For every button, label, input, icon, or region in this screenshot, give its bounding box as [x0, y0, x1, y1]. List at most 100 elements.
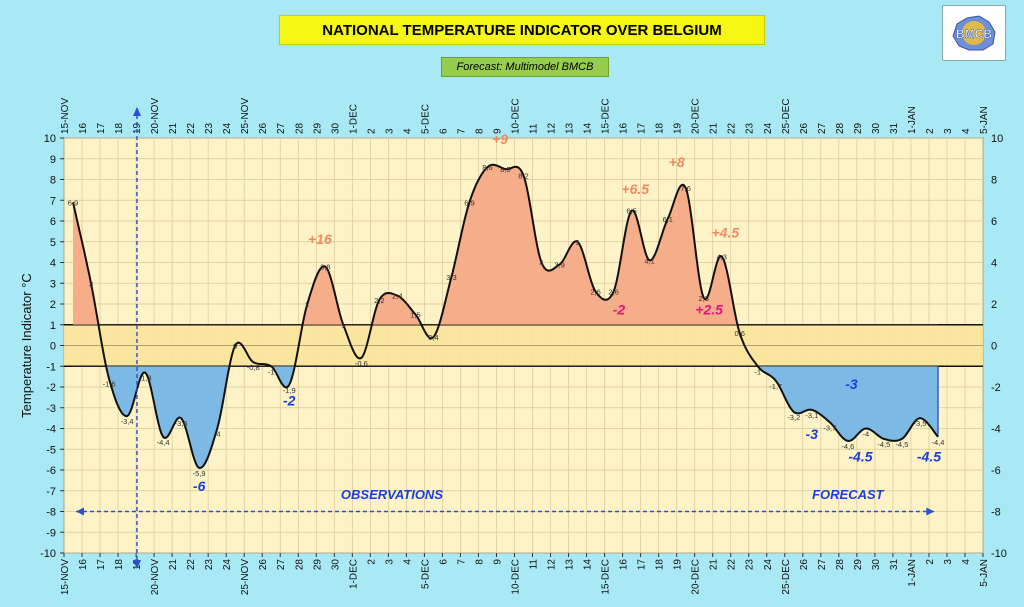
- y2-tick-label: -2: [991, 382, 1001, 394]
- data-label: 7,6: [680, 184, 690, 193]
- x-top-tick-label: 21: [168, 122, 179, 134]
- x-tick-label: 18: [114, 559, 125, 571]
- annotation: -4.5: [917, 449, 941, 465]
- annotation: +16: [308, 231, 332, 247]
- x-top-tick-label: 2: [925, 128, 936, 134]
- y2-tick-label: -4: [991, 424, 1001, 436]
- data-label: -5,9: [193, 469, 206, 478]
- x-top-tick-label: 16: [619, 122, 630, 134]
- annotation: -2: [283, 393, 296, 409]
- x-tick-label: 11: [529, 559, 540, 570]
- data-label: -3,1: [805, 411, 818, 420]
- x-tick-label: 16: [619, 559, 630, 571]
- annotation: -3: [845, 376, 858, 392]
- forecast-label: FORECAST: [812, 487, 885, 502]
- y-tick-label: 3: [50, 278, 56, 290]
- data-label: -4,6: [841, 442, 854, 451]
- data-label: -4: [863, 430, 870, 439]
- x-tick-label: 7: [456, 559, 467, 565]
- data-label: -4: [214, 430, 221, 439]
- data-label: 3,3: [446, 273, 456, 282]
- data-label: -4,4: [157, 438, 170, 447]
- x-tick-label: 26: [258, 559, 269, 571]
- data-label: -1,6: [103, 380, 116, 389]
- logo-text: BMCB: [956, 27, 992, 41]
- data-label: -1,7: [769, 382, 782, 391]
- x-tick-label: 23: [745, 559, 756, 571]
- x-top-tick-label: 30: [330, 122, 341, 134]
- y2-tick-label: 2: [991, 299, 997, 311]
- x-tick-label: 25-NOV: [240, 559, 251, 595]
- data-label: -1: [268, 367, 275, 376]
- x-top-tick-label: 30: [871, 122, 882, 134]
- data-label: 2,2: [374, 296, 384, 305]
- data-label: 8,6: [482, 163, 492, 172]
- series-line: [72, 163, 939, 469]
- x-tick-label: 13: [565, 559, 576, 571]
- data-label: 0,6: [735, 329, 745, 338]
- period-arrow-right: [926, 507, 935, 516]
- y-tick-label: -6: [46, 465, 56, 477]
- data-label: 1,5: [410, 310, 420, 319]
- x-top-tick-label: 25-DEC: [781, 98, 792, 134]
- data-label: 0: [233, 342, 237, 351]
- x-tick-label: 24: [763, 559, 774, 571]
- x-top-tick-label: 9: [492, 128, 503, 134]
- y2-tick-label: -6: [991, 465, 1001, 477]
- y-tick-label: -3: [46, 403, 56, 415]
- data-label: -1,3: [139, 373, 152, 382]
- y-tick-label: 0: [50, 341, 56, 353]
- x-tick-label: 29: [312, 559, 323, 571]
- y-tick-label: -5: [46, 444, 56, 456]
- data-label: -3,2: [787, 413, 800, 422]
- y-tick-label: -10: [40, 548, 56, 560]
- x-tick-label: 17: [637, 559, 648, 571]
- x-tick-label: 8: [474, 559, 485, 565]
- chart-title: NATIONAL TEMPERATURE INDICATOR OVER BELG…: [279, 15, 765, 45]
- x-top-tick-label: 18: [114, 122, 125, 134]
- x-top-tick-label: 20-DEC: [691, 98, 702, 134]
- x-tick-label: 21: [168, 559, 179, 571]
- annotation: -3: [806, 426, 819, 442]
- divider-arrow-top: [132, 107, 141, 116]
- x-top-tick-label: 28: [835, 122, 846, 134]
- x-tick-label: 4: [402, 559, 413, 565]
- data-label: 4: [539, 259, 543, 268]
- x-tick-label: 1-JAN: [907, 559, 918, 587]
- data-label: -3,7: [823, 423, 836, 432]
- x-top-tick-label: 1-JAN: [907, 106, 918, 134]
- annotation: +9: [492, 131, 508, 147]
- data-label: 5: [575, 238, 579, 247]
- bmcb-logo: BMCB: [942, 5, 1006, 61]
- y-tick-label: 8: [50, 175, 56, 187]
- y-tick-label: 10: [44, 133, 56, 145]
- x-tick-label: 6: [438, 559, 449, 565]
- x-top-tick-label: 29: [853, 122, 864, 134]
- x-tick-label: 1-DEC: [348, 559, 359, 589]
- x-top-tick-label: 21: [709, 122, 720, 134]
- x-tick-label: 15-NOV: [60, 559, 71, 595]
- x-tick-label: 24: [222, 559, 233, 571]
- x-tick-label: 28: [835, 559, 846, 571]
- y-tick-label: -7: [46, 486, 56, 498]
- data-label: 2,4: [392, 292, 402, 301]
- y-tick-label: 4: [50, 258, 56, 270]
- x-tick-label: 19: [673, 559, 684, 571]
- data-label: 0,4: [428, 333, 438, 342]
- x-top-tick-label: 12: [547, 122, 558, 134]
- x-top-tick-label: 3: [384, 128, 395, 134]
- data-label: -4,5: [895, 440, 908, 449]
- x-tick-label: 26: [799, 559, 810, 571]
- annotation: -2: [613, 301, 626, 317]
- x-top-tick-label: 26: [258, 122, 269, 134]
- data-label: 2,6: [590, 288, 600, 297]
- annotation: +2.5: [695, 301, 723, 317]
- divider-arrow-bottom: [132, 560, 141, 569]
- x-tick-label: 9: [492, 559, 503, 565]
- y-tick-label: -4: [46, 424, 56, 436]
- x-tick-label: 20-NOV: [150, 559, 161, 595]
- y2-tick-label: 8: [991, 175, 997, 187]
- x-tick-label: 15-DEC: [601, 559, 612, 595]
- y-tick-label: -9: [46, 527, 56, 539]
- x-top-tick-label: 5-DEC: [420, 104, 431, 134]
